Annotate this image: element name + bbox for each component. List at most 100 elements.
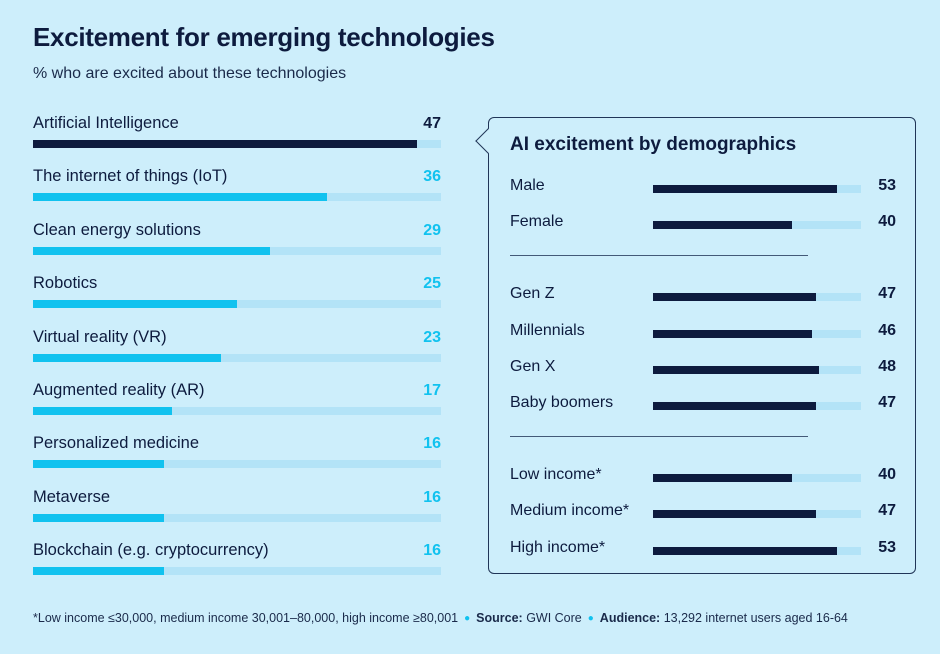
demographic-label: Baby boomers bbox=[510, 394, 614, 411]
bar-label: Blockchain (e.g. cryptocurrency) bbox=[33, 541, 269, 560]
bar-track bbox=[33, 460, 441, 469]
bar-row: Virtual reality (VR) 23 bbox=[33, 328, 441, 382]
bar-row: Blockchain (e.g. cryptocurrency) 16 bbox=[33, 541, 441, 595]
bar-track bbox=[33, 246, 441, 255]
audience-value: 13,292 internet users aged 16-64 bbox=[663, 611, 848, 625]
footer: *Low income ≤30,000, medium income 30,00… bbox=[33, 611, 848, 625]
bar bbox=[33, 193, 327, 202]
bar-value-label: 47 bbox=[423, 115, 441, 132]
bar-value-label: 47 bbox=[878, 394, 896, 411]
bar bbox=[33, 140, 417, 148]
chart-subtitle: % who are excited about these technologi… bbox=[33, 65, 347, 82]
bar-label: Artificial Intelligence bbox=[33, 114, 179, 132]
bar-value-label: 47 bbox=[878, 285, 896, 303]
bar-value-label: 36 bbox=[423, 168, 441, 186]
bar-value-label: 16 bbox=[423, 542, 441, 560]
chart-title: Excitement for emerging technologies bbox=[33, 22, 495, 52]
bar-track bbox=[33, 567, 441, 576]
demographic-row: Low income* 40 bbox=[510, 466, 900, 490]
bullet-icon: ● bbox=[587, 613, 594, 624]
bar bbox=[653, 185, 837, 193]
bar-label: Clean energy solutions bbox=[33, 220, 201, 239]
bar-track bbox=[653, 293, 861, 302]
bar-row: Robotics 25 bbox=[33, 274, 441, 328]
bar bbox=[33, 246, 270, 255]
bar-track bbox=[653, 365, 861, 374]
technology-excitement-chart: Artificial Intelligence 47 The internet of… bbox=[33, 114, 443, 584]
bar bbox=[653, 221, 792, 230]
demographic-row: Medium income* 47 bbox=[510, 502, 900, 526]
demographic-row: Male 53 bbox=[510, 177, 900, 201]
demographic-label: Low income* bbox=[510, 466, 602, 484]
bar-value-label: 53 bbox=[878, 177, 896, 194]
bar bbox=[653, 510, 816, 519]
bar-label: Augmented reality (AR) bbox=[33, 381, 205, 399]
demographics-panel bbox=[488, 117, 916, 574]
bar-value-label: 48 bbox=[878, 357, 896, 375]
bar-value-label: 23 bbox=[423, 328, 441, 346]
bar-value-label: 16 bbox=[423, 488, 441, 506]
bar-row: Clean energy solutions 29 bbox=[33, 221, 441, 275]
bar-track bbox=[33, 353, 441, 362]
group-divider bbox=[510, 436, 808, 438]
bar-row: Augmented reality (AR) 17 bbox=[33, 381, 441, 435]
bar bbox=[653, 365, 820, 374]
bar-track bbox=[653, 221, 861, 230]
bar bbox=[33, 407, 172, 415]
bar-value-label: 40 bbox=[878, 213, 896, 231]
bar-label: Metaverse bbox=[33, 487, 111, 506]
demographic-row: Gen Z 47 bbox=[510, 285, 900, 309]
bar-track bbox=[653, 546, 861, 555]
demographic-label: Millennials bbox=[510, 321, 585, 339]
bar-row: Personalized medicine 16 bbox=[33, 434, 441, 488]
demographic-label: Male bbox=[510, 177, 545, 194]
footer-note: *Low income ≤30,000, medium income 30,00… bbox=[33, 611, 459, 625]
bar-label: Personalized medicine bbox=[33, 434, 200, 453]
bar bbox=[33, 353, 221, 362]
demographic-label: High income* bbox=[510, 538, 606, 556]
bar-row: Metaverse 16 bbox=[33, 488, 441, 542]
demographic-label: Female bbox=[510, 213, 564, 231]
bar-label: Virtual reality (VR) bbox=[33, 327, 167, 346]
bar-track bbox=[33, 193, 441, 202]
demographic-label: Gen X bbox=[510, 357, 556, 375]
bar bbox=[653, 329, 813, 338]
demographic-row: High income* 53 bbox=[510, 539, 900, 563]
bar-row: The internet of things (IoT) 36 bbox=[33, 167, 441, 221]
bar bbox=[33, 513, 164, 522]
demographics-title: AI excitement by demographics bbox=[510, 134, 797, 155]
demographic-row: Gen X 48 bbox=[510, 358, 900, 382]
bar-track bbox=[653, 402, 861, 410]
bar-value-label: 53 bbox=[878, 538, 896, 556]
bar-track bbox=[33, 407, 441, 415]
bar-track bbox=[33, 300, 441, 309]
demographic-label: Gen Z bbox=[510, 285, 555, 303]
bar-value-label: 46 bbox=[878, 321, 896, 339]
bullet-icon: ● bbox=[464, 613, 471, 624]
bar-track bbox=[33, 513, 441, 522]
bar-value-label: 16 bbox=[423, 435, 441, 453]
bar bbox=[653, 402, 816, 410]
source-value: GWI Core bbox=[526, 611, 582, 625]
demographic-row: Baby boomers 47 bbox=[510, 394, 900, 418]
bar-value-label: 47 bbox=[878, 502, 896, 520]
bar bbox=[33, 567, 164, 576]
bar bbox=[653, 293, 816, 302]
bar bbox=[33, 460, 164, 469]
demographic-label: Medium income* bbox=[510, 502, 630, 520]
bar bbox=[653, 474, 792, 483]
bar-track bbox=[653, 329, 861, 338]
bar-track bbox=[653, 510, 861, 519]
bar-value-label: 25 bbox=[423, 275, 441, 293]
audience-label: Audience: bbox=[599, 611, 661, 625]
bar-track bbox=[653, 185, 861, 193]
bar bbox=[33, 300, 237, 309]
bar-value-label: 29 bbox=[423, 221, 441, 239]
demographic-row: Female 40 bbox=[510, 213, 900, 237]
demographic-row: Millennials 46 bbox=[510, 322, 900, 346]
source-label: Source: bbox=[476, 611, 523, 625]
bar-track bbox=[33, 140, 441, 148]
bar-value-label: 40 bbox=[878, 466, 896, 484]
bar-track bbox=[653, 474, 861, 483]
bar-label: The internet of things (IoT) bbox=[33, 167, 228, 186]
